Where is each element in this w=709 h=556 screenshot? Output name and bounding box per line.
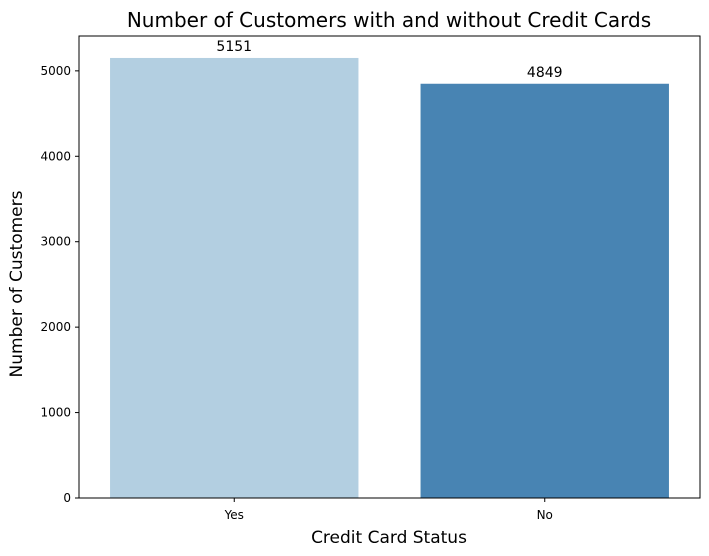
- y-tick-label: 5000: [40, 64, 71, 78]
- y-tick-label: 1000: [40, 406, 71, 420]
- x-tick-label: Yes: [224, 508, 244, 522]
- x-tick-label: No: [537, 508, 553, 522]
- x-axis-title: Credit Card Status: [311, 528, 467, 548]
- y-axis: 0 1000 2000 3000 4000 5000: [40, 64, 79, 505]
- y-axis-title: Number of Customers: [7, 190, 27, 377]
- plot-frame: [78, 35, 701, 499]
- x-axis: Yes No: [224, 498, 553, 522]
- y-tick-label: 0: [63, 491, 71, 505]
- data-labels-group: 5151 4849: [216, 39, 562, 81]
- bar-no: [420, 83, 669, 498]
- data-label-no: 4849: [527, 65, 563, 81]
- y-tick-label: 2000: [40, 320, 71, 334]
- bar-yes: [110, 57, 359, 498]
- bars-group: [110, 57, 669, 498]
- y-tick-label: 3000: [40, 235, 71, 249]
- data-label-yes: 5151: [216, 39, 252, 55]
- y-tick-label: 4000: [40, 149, 71, 163]
- chart-title: Number of Customers with and without Cre…: [127, 8, 651, 32]
